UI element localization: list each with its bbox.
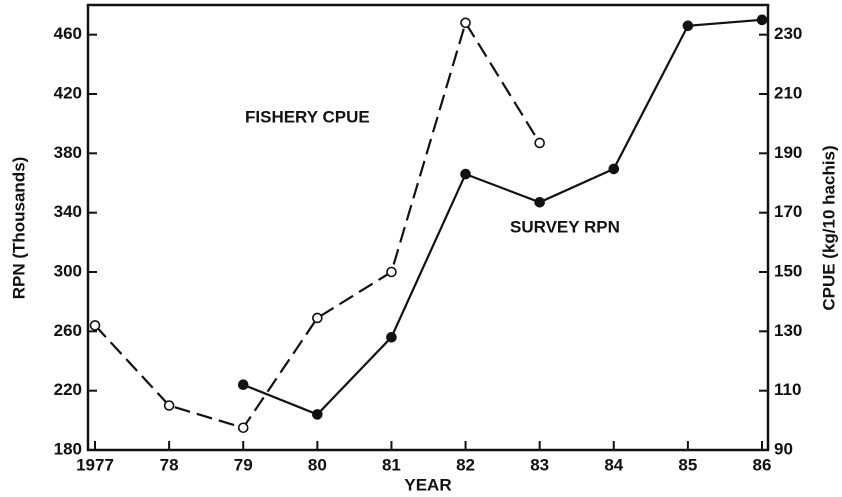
y-tick-label: 420 [54, 83, 82, 102]
x-tick-label: 79 [234, 455, 253, 474]
y-tick-label: 300 [54, 261, 82, 280]
y2-tick-label: 190 [774, 143, 802, 162]
data-point [312, 409, 323, 420]
x-tick-label: 85 [678, 455, 697, 474]
series-label: FISHERY CPUE [245, 107, 370, 126]
data-point [386, 266, 397, 278]
plot-frame [86, 3, 770, 452]
y2-axis-label: CPUE (kg/10 hachis) [819, 145, 838, 310]
data-point [312, 312, 323, 324]
x-tick-label: 86 [753, 455, 772, 474]
data-point [682, 20, 694, 32]
y-tick-label: 180 [54, 439, 82, 458]
x-tick-label: 80 [308, 455, 327, 474]
y2-tick-label: 110 [774, 380, 801, 399]
y2-tick-label: 210 [774, 83, 802, 102]
series-line [94, 20, 541, 430]
data-point [386, 331, 397, 343]
y-axis-label: RPN (Thousands) [9, 157, 28, 300]
y2-tick-label: 90 [774, 439, 793, 458]
data-point [237, 422, 249, 434]
y-tick-label: 460 [54, 24, 82, 43]
data-point [460, 17, 471, 29]
x-tick-label: 82 [456, 455, 475, 474]
y-tick-label: 340 [54, 202, 82, 221]
x-tick-label: 81 [382, 455, 401, 474]
x-tick-label: 83 [530, 455, 549, 474]
y2-tick-label: 170 [774, 202, 802, 221]
x-axis-label: YEAR [404, 475, 451, 494]
data-point [460, 168, 471, 180]
x-tick-label: 84 [604, 455, 623, 474]
data-point [756, 14, 768, 26]
data-point [608, 163, 620, 175]
data-point [534, 196, 545, 208]
y2-tick-label: 130 [774, 321, 802, 340]
series-line [242, 18, 763, 416]
data-point [237, 379, 249, 391]
x-tick-label: 78 [160, 455, 179, 474]
series-label: SURVEY RPN [510, 217, 620, 236]
data-point [534, 137, 545, 149]
x-tick-label: 1977 [76, 455, 114, 474]
y2-tick-label: 230 [774, 24, 802, 43]
y2-tick-label: 150 [774, 261, 802, 280]
y-tick-label: 380 [54, 143, 82, 162]
y-tick-label: 260 [54, 321, 82, 340]
data-point [163, 400, 175, 411]
y-tick-label: 220 [54, 380, 82, 399]
data-point [89, 320, 101, 331]
